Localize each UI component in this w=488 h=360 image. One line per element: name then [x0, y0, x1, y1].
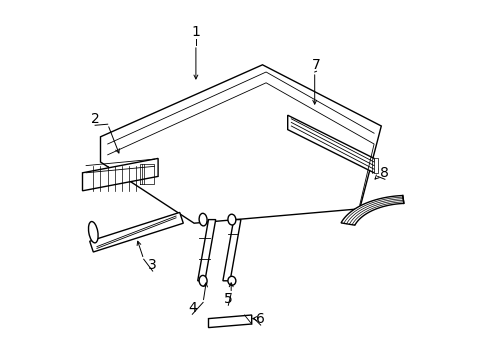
- Text: 7: 7: [311, 58, 320, 72]
- Text: 1: 1: [191, 26, 200, 39]
- Ellipse shape: [199, 275, 206, 286]
- Text: 4: 4: [187, 301, 196, 315]
- Polygon shape: [340, 195, 403, 225]
- Polygon shape: [223, 220, 241, 281]
- Polygon shape: [208, 315, 251, 328]
- Polygon shape: [373, 158, 377, 173]
- Ellipse shape: [227, 276, 235, 285]
- Polygon shape: [287, 115, 377, 173]
- Text: 3: 3: [148, 258, 157, 271]
- Text: 5: 5: [224, 292, 232, 306]
- Polygon shape: [101, 65, 381, 223]
- Polygon shape: [89, 212, 183, 252]
- Polygon shape: [197, 220, 215, 281]
- Text: 2: 2: [91, 112, 99, 126]
- Text: 6: 6: [256, 312, 264, 325]
- Text: 8: 8: [380, 166, 388, 180]
- Ellipse shape: [88, 221, 98, 243]
- Polygon shape: [82, 158, 158, 191]
- Ellipse shape: [199, 213, 206, 226]
- Ellipse shape: [227, 214, 235, 225]
